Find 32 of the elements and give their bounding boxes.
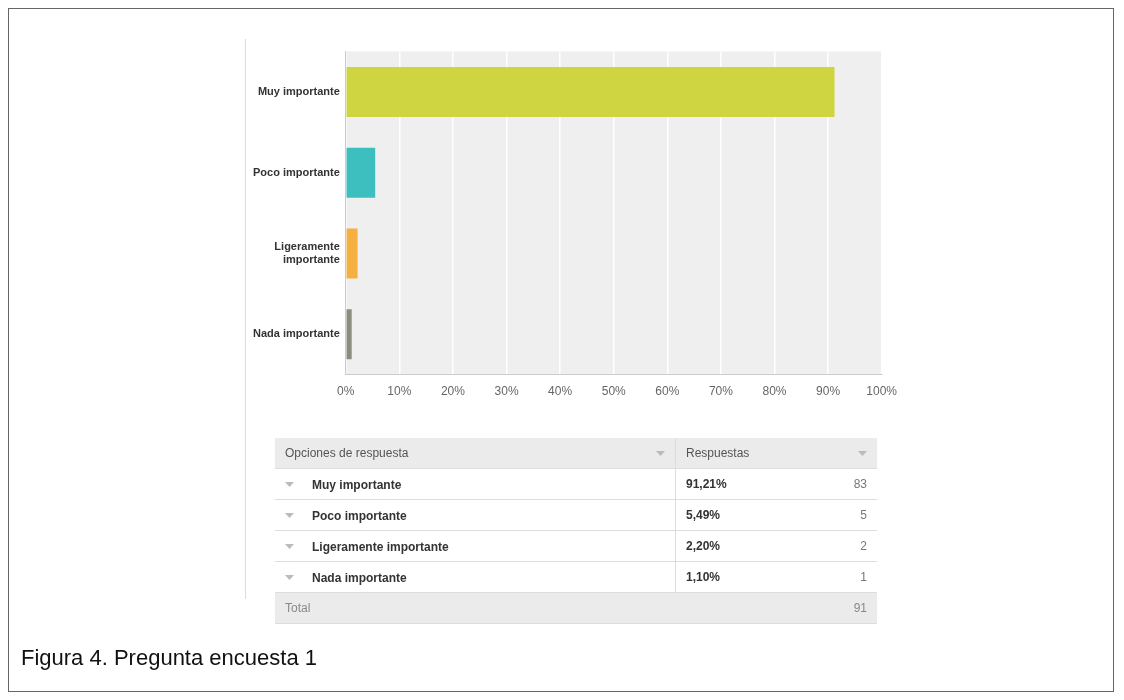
x-tick-label: 100% <box>866 384 898 399</box>
text: 83 <box>805 468 877 500</box>
x-tick-label: 20% <box>440 384 466 399</box>
category-label: Muy importante <box>312 477 402 492</box>
category-label: Poco importante <box>312 508 407 523</box>
text: Total <box>275 592 676 624</box>
x-tick-label: 30% <box>494 384 519 399</box>
text: 2,20% <box>675 530 806 562</box>
x-tick-label: 60% <box>655 384 680 399</box>
x-tick-label: 90% <box>816 384 841 399</box>
x-tick-label: 40% <box>548 384 573 399</box>
x-tick-label: 50% <box>601 384 627 399</box>
text: 91,21% <box>675 468 806 500</box>
x-tick-label: 70% <box>708 384 734 399</box>
text: 2 <box>805 530 877 562</box>
y-tick-label: Ligeramente importante <box>274 239 340 266</box>
text: 1,10% <box>675 561 806 593</box>
text: 5 <box>805 499 877 531</box>
category-label: Nada importante <box>312 570 407 585</box>
text: 5,49% <box>675 499 806 531</box>
text: Respuestas <box>686 446 750 460</box>
y-tick-label: Muy importante <box>257 85 340 98</box>
x-tick-label: 0% <box>337 384 355 399</box>
text: 1 <box>805 561 877 593</box>
text: Opciones de respuesta <box>285 446 409 460</box>
category-label: Ligeramente importante <box>312 539 449 554</box>
x-tick-label: 10% <box>387 384 412 399</box>
x-tick-label: 80% <box>762 384 787 399</box>
y-tick-label: Poco importante <box>252 165 340 178</box>
y-tick-label: Nada importante <box>252 327 340 340</box>
text: 91 <box>805 592 877 624</box>
text: Figura 4. Pregunta encuesta 1 <box>21 645 317 671</box>
